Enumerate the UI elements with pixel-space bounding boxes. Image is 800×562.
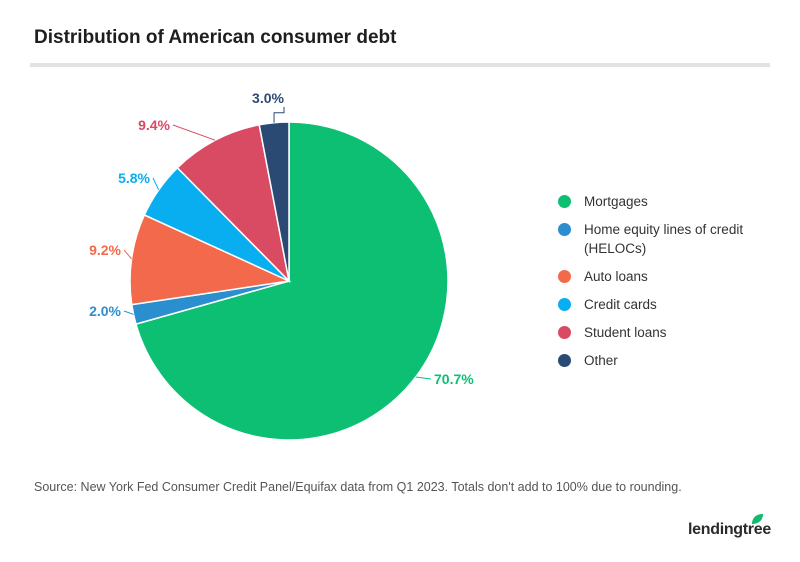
legend-swatch-icon (558, 326, 571, 339)
title-divider (30, 63, 770, 67)
legend-item-credit-cards: Credit cards (558, 295, 788, 314)
legend-label: Student loans (584, 325, 667, 340)
chart-legend: Mortgages Home equity lines of credit (HEL… (558, 192, 788, 370)
legend-item-student-loans: Student loans (558, 323, 788, 342)
leader-line-other (273, 107, 285, 123)
data-label-mortgages: 70.7% (434, 371, 474, 387)
leader-line-student-loans (172, 124, 216, 141)
pie-slice-student-loans (176, 123, 291, 284)
legend-item-mortgages: Mortgages (558, 192, 788, 211)
legend-swatch-icon (558, 298, 571, 311)
lendingtree-logo: lendingtree (688, 514, 771, 539)
leaf-icon (752, 514, 763, 524)
data-label-credit-cards: 5.8% (118, 170, 150, 186)
leader-line-credit-cards (152, 177, 160, 191)
legend-item-home-equity-lines-of-credit-helocs: Home equity lines of credit (HELOCs) (558, 220, 788, 258)
leader-line-auto-loans (123, 249, 132, 260)
legend-label: (HELOCs) (584, 241, 647, 256)
legend-label: Auto loans (584, 269, 648, 284)
pie-slice-auto-loans (129, 213, 292, 306)
legend-label: Other (584, 353, 618, 368)
legend-item-auto-loans: Auto loans (558, 267, 788, 286)
data-label-other: 3.0% (252, 90, 284, 106)
leader-line-mortgages (415, 376, 432, 380)
brand-wordmark: lendingtree (688, 521, 771, 538)
legend-swatch-icon (558, 223, 571, 236)
data-label-auto-loans: 9.2% (89, 242, 121, 258)
pie-slice-other (258, 121, 290, 282)
legend-swatch-icon (558, 195, 571, 208)
data-label-student-loans: 9.4% (138, 117, 170, 133)
legend-label: Credit cards (584, 297, 657, 312)
legend-item-other: Other (558, 351, 788, 370)
data-label-home-equity-lines-of-credit-helocs: 2.0% (89, 303, 121, 319)
legend-label: Mortgages (584, 194, 648, 209)
legend-swatch-icon (558, 354, 571, 367)
source-note: Source: New York Fed Consumer Credit Pan… (34, 480, 682, 494)
legend-swatch-icon (558, 270, 571, 283)
chart-title: Distribution of American consumer debt (34, 27, 397, 48)
legend-label: Home equity lines of credit (584, 222, 744, 237)
leader-line-home-equity-lines-of-credit-helocs (123, 310, 134, 315)
